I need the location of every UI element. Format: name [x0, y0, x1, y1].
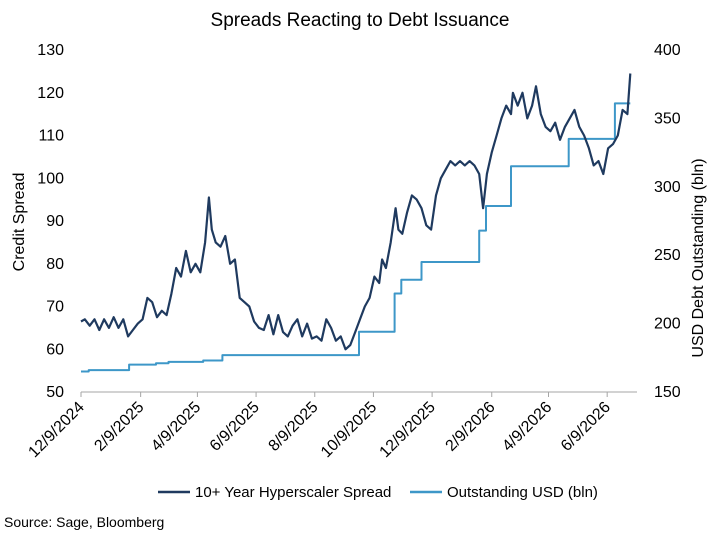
- series-line-outstanding: [81, 102, 631, 373]
- left-tick-label: 120: [37, 85, 64, 102]
- right-tick-label: 300: [654, 179, 681, 196]
- series-layer: [80, 73, 632, 373]
- left-tick-label: 100: [37, 170, 64, 187]
- left-tick-label: 60: [46, 341, 64, 358]
- x-tick-label: 2/9/2026: [443, 399, 499, 455]
- right-axis-title: USD Debt Outstanding (bln): [690, 158, 707, 357]
- x-axis-ticks: 12/9/2024 2/9/2025 4/9/2025 6/9/2025 8/9/202…: [25, 392, 614, 461]
- legend-label-spread: 10+ Year Hyperscaler Spread: [195, 484, 391, 501]
- x-tick-label: 6/9/2025: [207, 399, 263, 455]
- right-axis-ticks: 150 200 250 300 350 400: [654, 42, 681, 401]
- series-line-spread: [80, 73, 632, 351]
- source-note: Source: Sage, Bloomberg: [4, 514, 165, 530]
- chart-title: Spreads Reacting to Debt Issuance: [211, 10, 510, 31]
- legend-label-outstanding: Outstanding USD (bln): [447, 484, 598, 501]
- left-axis-ticks: 50 60 70 80 90 100 110 120 130: [37, 42, 64, 401]
- left-tick-label: 110: [38, 128, 64, 145]
- x-tick-label: 12/9/2025: [377, 399, 439, 461]
- right-tick-label: 250: [654, 247, 681, 264]
- left-axis-title: Credit Spread: [11, 173, 28, 272]
- x-tick-label: 4/9/2025: [148, 399, 204, 455]
- left-tick-label: 70: [46, 299, 64, 316]
- x-tick-label: 12/9/2024: [25, 399, 87, 461]
- right-tick-label: 200: [654, 316, 681, 333]
- right-tick-label: 400: [654, 42, 681, 59]
- left-tick-label: 80: [46, 256, 64, 273]
- x-tick-label: 4/9/2026: [499, 399, 555, 455]
- right-tick-label: 150: [654, 384, 681, 401]
- x-tick-label: 8/9/2025: [266, 399, 322, 455]
- x-tick-label: 10/9/2025: [318, 399, 380, 461]
- legend: 10+ Year Hyperscaler Spread Outstanding …: [158, 484, 598, 501]
- left-tick-label: 130: [37, 42, 64, 59]
- left-tick-label: 90: [46, 213, 64, 230]
- x-tick-label: 6/9/2026: [558, 399, 614, 455]
- left-tick-label: 50: [46, 384, 64, 401]
- x-tick-label: 2/9/2025: [91, 399, 147, 455]
- right-tick-label: 350: [654, 110, 681, 127]
